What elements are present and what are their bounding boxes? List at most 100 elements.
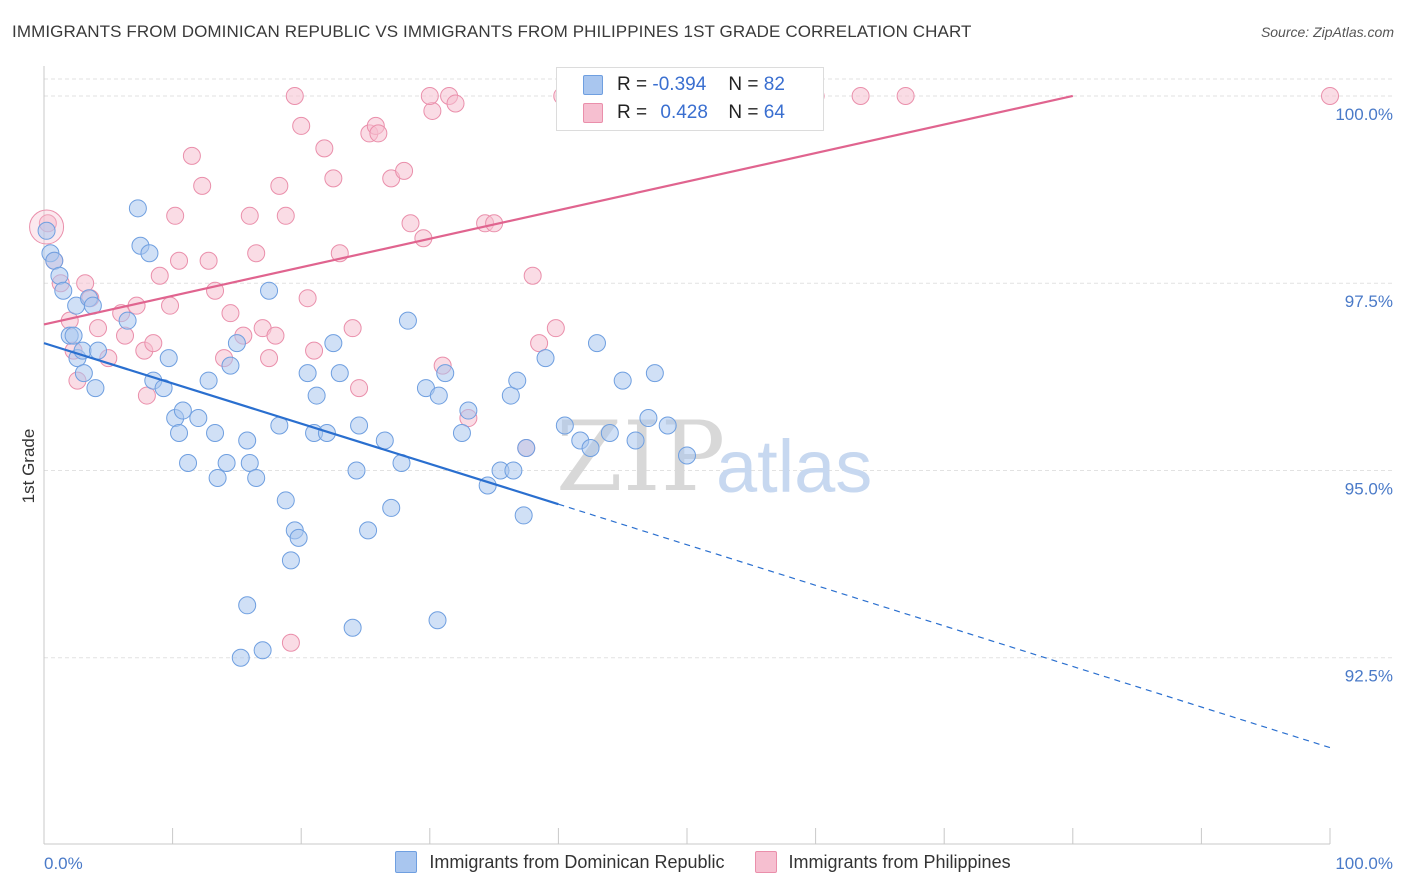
- data-point-dominican: [50, 266, 69, 285]
- data-point-dominican: [359, 521, 378, 540]
- data-point-dominican: [508, 371, 527, 390]
- data-point-dominican: [517, 439, 536, 457]
- y-tick-label: 95.0%: [1345, 479, 1393, 498]
- data-point-philippines: [193, 176, 212, 195]
- data-point-dominican: [199, 371, 218, 390]
- n-label: N =: [728, 102, 759, 123]
- data-point-dominican: [298, 364, 317, 383]
- data-point-philippines: [285, 86, 304, 105]
- data-point-dominican: [452, 424, 471, 443]
- data-point-dominican: [307, 386, 326, 405]
- data-point-philippines: [298, 289, 317, 308]
- data-point-dominican: [429, 386, 448, 405]
- legend-label-dominican: Immigrants from Dominican Republic: [429, 851, 725, 872]
- r-label: R =: [617, 74, 648, 95]
- data-point-dominican: [238, 596, 257, 615]
- data-point-dominican: [613, 371, 632, 390]
- data-point-dominican: [37, 221, 56, 240]
- data-point-dominican: [658, 416, 677, 435]
- stats-row-philippines: R = 0.428 N = 64: [583, 100, 785, 126]
- data-point-philippines: [144, 334, 163, 353]
- data-point-philippines: [530, 334, 549, 353]
- data-point-dominican: [64, 326, 83, 345]
- data-point-philippines: [161, 296, 180, 315]
- data-point-dominican: [260, 281, 279, 300]
- data-point-dominican: [626, 431, 645, 450]
- data-point-dominican: [324, 334, 343, 353]
- data-point-dominican: [247, 468, 266, 487]
- data-point-dominican: [350, 416, 369, 435]
- data-point-philippines: [270, 176, 289, 195]
- data-point-dominican: [54, 281, 73, 300]
- data-point-dominican: [89, 341, 108, 360]
- y-tick-label: 100.0%: [1335, 105, 1393, 124]
- trend-line-philippines: [43, 94, 1074, 326]
- data-point-philippines: [523, 266, 542, 285]
- data-point-dominican: [217, 453, 236, 472]
- data-point-dominican: [536, 349, 555, 368]
- data-point-dominican: [74, 364, 93, 383]
- data-point-dominican: [639, 409, 658, 428]
- data-point-philippines: [266, 326, 285, 345]
- watermark: ZIP atlas: [556, 401, 872, 513]
- data-point-philippines: [369, 124, 388, 143]
- data-point-dominican: [238, 431, 257, 450]
- swatch-philippines: [583, 103, 603, 123]
- y-axis-label: 1st Grade: [19, 429, 38, 504]
- data-point-dominican: [206, 424, 225, 443]
- data-point-dominican: [240, 453, 259, 472]
- y-tick-label: 92.5%: [1345, 667, 1393, 686]
- data-point-philippines: [150, 266, 169, 285]
- r-value: -0.394: [652, 74, 707, 95]
- legend-item-philippines[interactable]: Immigrants from Philippines: [754, 851, 1011, 873]
- data-point-philippines: [395, 161, 414, 180]
- data-point-dominican: [140, 244, 159, 263]
- data-point-philippines: [401, 214, 420, 233]
- data-point-philippines: [315, 139, 334, 158]
- data-point-dominican: [398, 311, 417, 330]
- axes: [43, 66, 1331, 845]
- data-point-dominican: [330, 364, 349, 383]
- data-point-philippines: [446, 94, 465, 113]
- series-dominican-points: [37, 199, 696, 667]
- data-point-dominican: [179, 453, 198, 472]
- legend-label-philippines: Immigrants from Philippines: [788, 851, 1011, 872]
- data-point-philippines: [166, 206, 185, 225]
- data-point-philippines: [199, 251, 218, 270]
- y-tick-label: 97.5%: [1345, 292, 1393, 311]
- data-point-philippines: [182, 146, 201, 165]
- trend-line-dominican: [43, 342, 559, 506]
- data-point-philippines: [260, 349, 279, 368]
- data-point-dominican: [159, 349, 178, 368]
- data-point-philippines: [116, 326, 135, 345]
- x-tick-label: 100.0%: [1335, 854, 1393, 873]
- data-point-dominican: [170, 424, 189, 443]
- data-point-dominican: [317, 424, 336, 443]
- data-point-dominican: [128, 199, 147, 218]
- n-value: 64: [763, 102, 785, 123]
- legend-item-dominican[interactable]: Immigrants from Dominican Republic: [395, 851, 725, 873]
- n-value: 82: [763, 74, 785, 95]
- data-point-dominican: [343, 618, 362, 637]
- data-point-dominican: [118, 311, 137, 330]
- stats-row-dominican: R = -0.394 N = 82: [583, 72, 785, 98]
- r-value: 0.428: [660, 102, 708, 123]
- n-label: N =: [728, 74, 759, 95]
- data-point-dominican: [555, 416, 574, 435]
- data-point-dominican: [501, 386, 520, 405]
- data-point-dominican: [600, 424, 619, 443]
- data-point-philippines: [240, 206, 259, 225]
- trend-lines: [43, 94, 1331, 749]
- data-point-philippines: [247, 244, 266, 263]
- data-point-dominican: [221, 356, 240, 375]
- stats-legend: R = -0.394 N = 82 R = 0.428 N = 64: [556, 67, 824, 131]
- data-point-philippines: [137, 386, 156, 405]
- data-point-philippines: [221, 304, 240, 323]
- data-point-dominican: [253, 641, 272, 660]
- data-point-philippines: [420, 86, 439, 105]
- legend-swatch-philippines: [754, 851, 777, 873]
- data-point-dominican: [581, 439, 600, 457]
- data-point-dominican: [504, 461, 523, 480]
- swatch-dominican: [583, 75, 603, 95]
